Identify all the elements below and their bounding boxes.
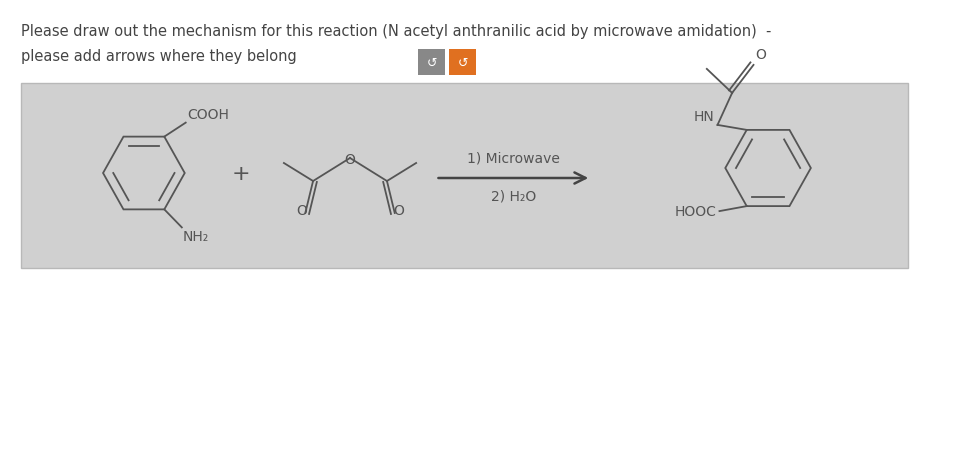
Text: O: O (393, 204, 404, 218)
FancyBboxPatch shape (449, 50, 476, 76)
Text: ↺: ↺ (426, 56, 437, 69)
FancyBboxPatch shape (21, 84, 908, 269)
FancyBboxPatch shape (418, 50, 445, 76)
Text: +: + (231, 163, 250, 184)
Text: 2) H₂O: 2) H₂O (490, 188, 536, 203)
Text: Please draw out the mechanism for this reaction (N acetyl anthranilic acid by mi: Please draw out the mechanism for this r… (21, 24, 771, 39)
Text: NH₂: NH₂ (183, 230, 209, 244)
Text: HN: HN (694, 110, 714, 124)
Text: 1) Microwave: 1) Microwave (467, 150, 560, 165)
Text: ↺: ↺ (458, 56, 468, 69)
Text: O: O (344, 153, 356, 167)
Text: please add arrows where they belong: please add arrows where they belong (21, 49, 297, 64)
Text: O: O (755, 48, 767, 62)
Text: HOOC: HOOC (675, 205, 717, 219)
Text: O: O (296, 204, 307, 218)
Text: COOH: COOH (187, 107, 229, 121)
